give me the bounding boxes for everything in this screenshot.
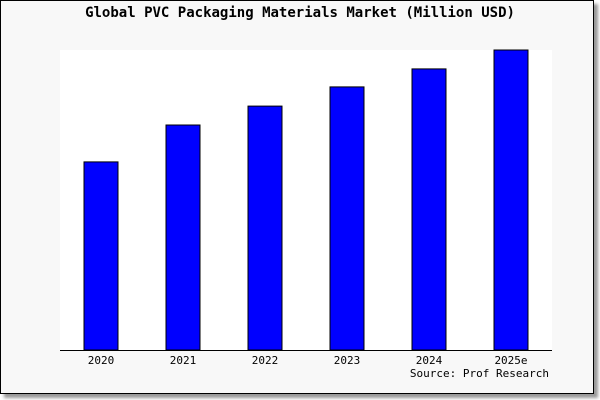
bar-2022	[247, 105, 283, 351]
x-tick-label: 2024	[416, 354, 443, 367]
source-note: Source: Prof Research	[409, 367, 549, 380]
bar-2024	[411, 68, 447, 351]
chart-title: Global PVC Packaging Materials Market (M…	[85, 5, 515, 21]
bar-2025e	[493, 49, 529, 351]
x-tick-label: 2025e	[494, 354, 527, 367]
x-tick-label: 2020	[88, 354, 115, 367]
x-tick-label: 2021	[170, 354, 197, 367]
bar-2021	[165, 124, 201, 351]
x-tick-label: 2022	[252, 354, 279, 367]
bar-2023	[329, 86, 365, 351]
x-tick-label: 2023	[334, 354, 361, 367]
bar-2020	[83, 161, 119, 351]
plot-area	[60, 50, 552, 350]
